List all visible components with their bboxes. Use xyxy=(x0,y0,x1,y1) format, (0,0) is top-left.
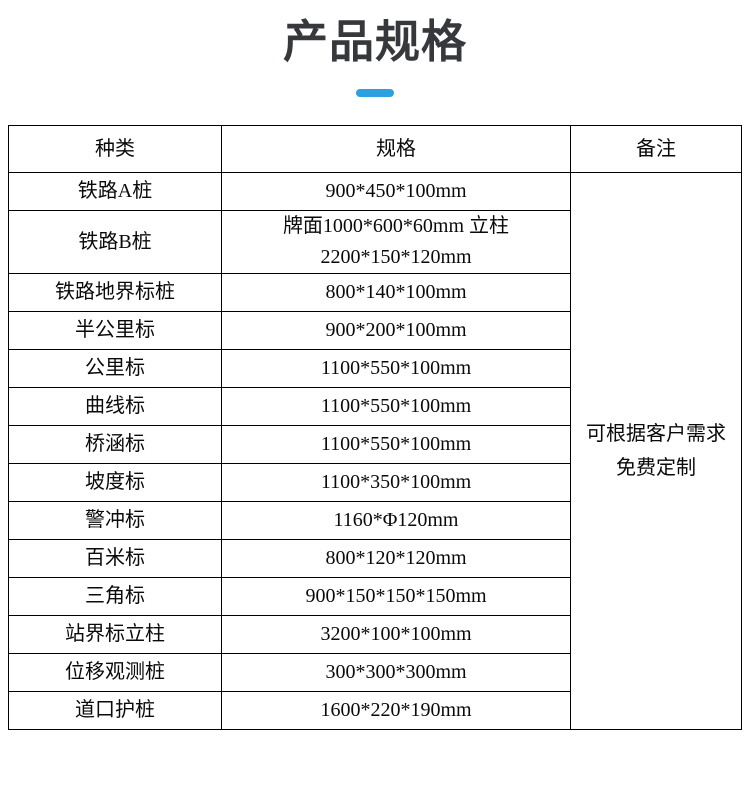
spec-cell: 1100*550*100mm xyxy=(221,349,571,389)
spec-cell: 800*120*120mm xyxy=(221,539,571,579)
spec-cell: 1100*550*100mm xyxy=(221,425,571,465)
table-row: 三角标 900*150*150*150mm xyxy=(8,577,742,617)
spec-cell: 1160*Φ120mm xyxy=(221,501,571,541)
header-spec: 规格 xyxy=(221,125,571,174)
type-cell: 警冲标 xyxy=(8,501,222,541)
header-remark: 备注 xyxy=(570,125,742,174)
spec-cell: 牌面1000*600*60mm 立柱 2200*150*120mm xyxy=(221,210,571,275)
type-cell: 半公里标 xyxy=(8,311,222,351)
title-underline-dash xyxy=(356,89,394,98)
type-cell: 三角标 xyxy=(8,577,222,617)
table-row: 警冲标 1160*Φ120mm xyxy=(8,501,742,541)
table-row: 站界标立柱 3200*100*100mm xyxy=(8,615,742,655)
table-row: 桥涵标 1100*550*100mm xyxy=(8,425,742,465)
spec-cell: 900*200*100mm xyxy=(221,311,571,351)
header-type: 种类 xyxy=(8,125,222,174)
table-row: 铁路A桩 900*450*100mm 可根据客户需求 免费定制 xyxy=(8,172,742,731)
type-cell: 百米标 xyxy=(8,539,222,579)
spec-cell: 900*450*100mm xyxy=(221,172,571,212)
type-cell: 曲线标 xyxy=(8,387,222,427)
spec-cell: 1100*550*100mm xyxy=(221,387,571,427)
spec-cell: 1100*350*100mm xyxy=(221,463,571,503)
spec-line: 2200*150*120mm xyxy=(320,246,472,269)
spec-cell: 900*150*150*150mm xyxy=(221,577,571,617)
page-title: 产品规格 xyxy=(282,16,467,67)
product-spec-page: 产品规格 种类 规格 备注 铁路A桩 900*450*100mm 可根据客户需求… xyxy=(0,16,750,731)
spec-cell: 800*140*100mm xyxy=(221,273,571,313)
table-row: 位移观测桩 300*300*300mm xyxy=(8,653,742,693)
remark-line: 可根据客户需求 xyxy=(586,423,726,446)
type-cell: 桥涵标 xyxy=(8,425,222,465)
type-cell: 铁路B桩 xyxy=(8,210,222,275)
spec-cell: 1600*220*190mm xyxy=(221,691,571,731)
table-row: 公里标 1100*550*100mm xyxy=(8,349,742,389)
table-row: 半公里标 900*200*100mm xyxy=(8,311,742,351)
type-cell: 公里标 xyxy=(8,349,222,389)
spec-cell: 300*300*300mm xyxy=(221,653,571,693)
table-header-row: 种类 规格 备注 xyxy=(8,125,742,174)
spec-cell: 3200*100*100mm xyxy=(221,615,571,655)
table-row: 道口护桩 1600*220*190mm xyxy=(8,691,742,731)
type-cell: 铁路地界标桩 xyxy=(8,273,222,313)
type-cell: 铁路A桩 xyxy=(8,172,222,212)
table-row: 铁路B桩 牌面1000*600*60mm 立柱 2200*150*120mm xyxy=(8,210,742,275)
remark-cell: 可根据客户需求 免费定制 xyxy=(570,172,742,731)
spec-table: 种类 规格 备注 铁路A桩 900*450*100mm 可根据客户需求 免费定制… xyxy=(8,125,742,731)
type-cell: 道口护桩 xyxy=(8,691,222,731)
spec-line: 牌面1000*600*60mm 立柱 xyxy=(282,215,510,238)
remark-line: 免费定制 xyxy=(616,457,696,480)
type-cell: 站界标立柱 xyxy=(8,615,222,655)
type-cell: 坡度标 xyxy=(8,463,222,503)
type-cell: 位移观测桩 xyxy=(8,653,222,693)
table-row: 铁路地界标桩 800*140*100mm xyxy=(8,273,742,313)
